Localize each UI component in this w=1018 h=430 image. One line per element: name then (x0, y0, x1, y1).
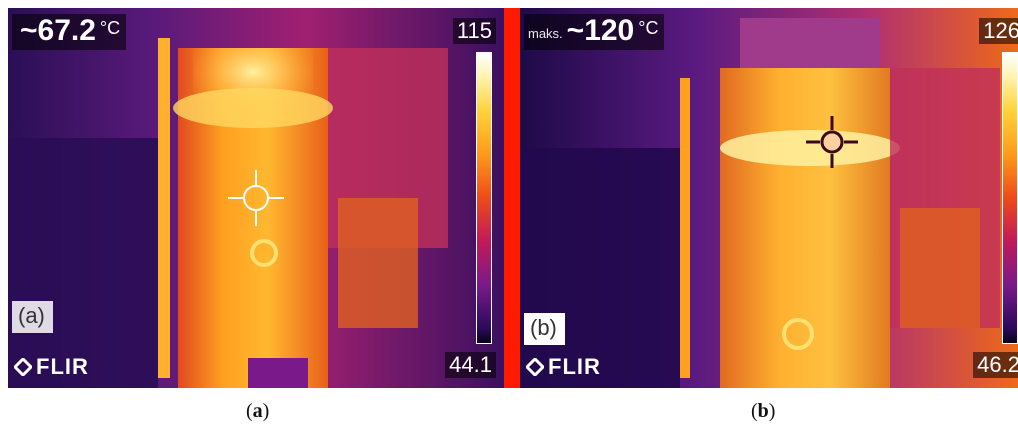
temperature-readout: ~67.2 °C (12, 14, 127, 50)
caption-letter: a (252, 400, 263, 422)
scale-max-value: 126 (979, 18, 1018, 44)
caption-letter: b (757, 400, 769, 422)
caption-open: ( (246, 400, 253, 422)
flir-logo-icon (526, 358, 544, 376)
crosshair-icon (228, 170, 284, 226)
thermal-image-b: maks. ~120 °C 126 46.2 (b) FLIR (520, 8, 1018, 388)
color-scale-bar (476, 52, 492, 344)
flir-logo-icon (14, 358, 32, 376)
temperature-readout: maks. ~120 °C (524, 14, 665, 50)
scale-max-value: 115 (452, 18, 496, 44)
flir-logo: FLIR (14, 354, 89, 380)
readout-value: ~120 (566, 14, 635, 47)
panel-divider (504, 8, 520, 388)
caption-open: ( (751, 400, 758, 422)
thermal-scene-a (8, 8, 504, 388)
readout-unit: °C (99, 18, 121, 38)
thermal-scene-b (520, 8, 1018, 388)
scale-min-value: 44.1 (445, 352, 496, 378)
panel-label: (a) (12, 301, 53, 333)
caption-close: ) (262, 400, 270, 422)
flir-logo: FLIR (526, 354, 601, 380)
readout-label: maks. (528, 26, 563, 41)
readout-unit: °C (638, 18, 659, 38)
scale-min-value: 46.2 (973, 352, 1018, 378)
thermal-image-a: ~67.2 °C 115 44.1 (a) FLIR (8, 8, 504, 388)
panel-label: (b) (524, 313, 565, 345)
color-scale-bar (1002, 52, 1018, 344)
readout-value: ~67.2 (20, 14, 96, 47)
flir-wordmark: FLIR (36, 354, 89, 379)
crosshair-icon (806, 116, 858, 168)
caption-a: (a) (246, 400, 269, 423)
caption-b: (b) (751, 400, 775, 423)
flir-wordmark: FLIR (548, 354, 601, 379)
caption-close: ) (768, 400, 776, 422)
